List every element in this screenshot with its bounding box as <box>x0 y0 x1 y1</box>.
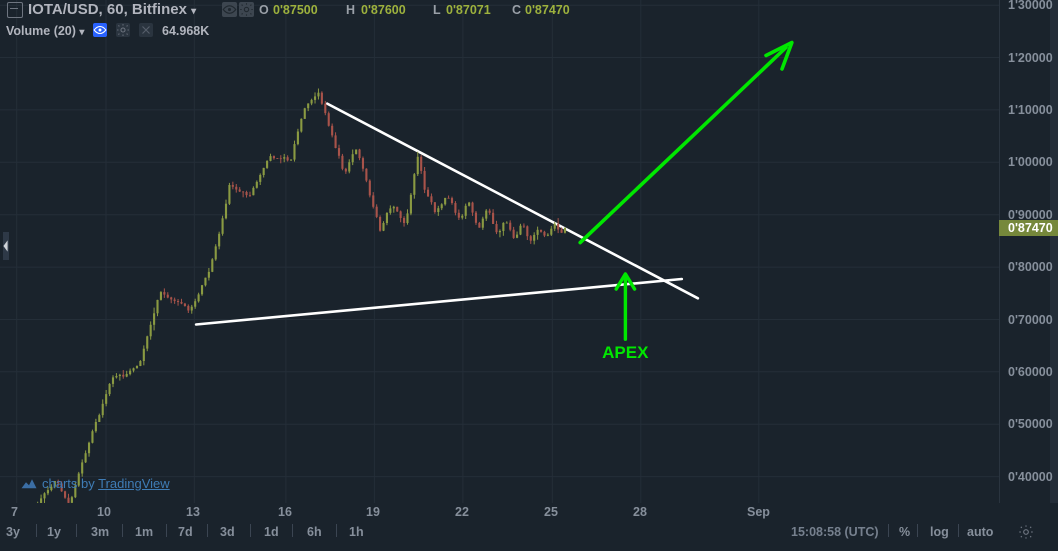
svg-text:APEX: APEX <box>602 343 649 362</box>
